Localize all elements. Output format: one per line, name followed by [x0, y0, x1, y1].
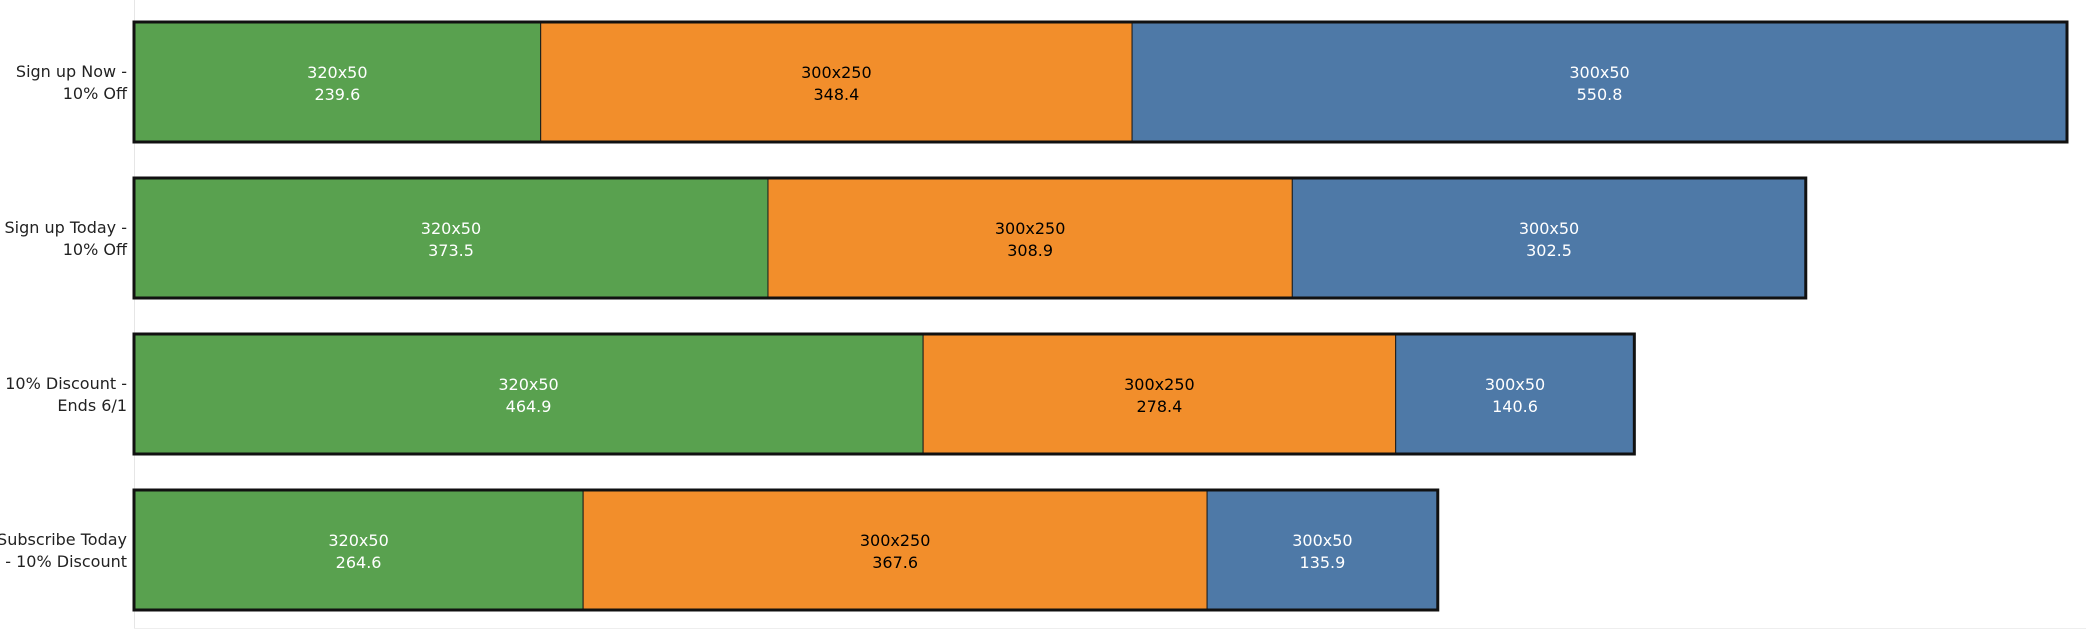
segment-value-label: 550.8 [1577, 85, 1623, 104]
bar-segment [1291, 177, 1807, 299]
category-label: 10% Off [63, 240, 128, 259]
category-label: Subscribe Today [0, 530, 127, 549]
bar-segment [540, 21, 1133, 143]
segment-value-label: 308.9 [1007, 241, 1053, 260]
segment-series-label: 300x250 [801, 63, 872, 82]
bar-segment [133, 333, 924, 455]
segment-value-label: 264.6 [336, 553, 382, 572]
segment-series-label: 320x50 [421, 219, 481, 238]
segment-series-label: 300x250 [1124, 375, 1195, 394]
category-label: - 10% Discount [5, 552, 127, 571]
segment-series-label: 300x50 [1519, 219, 1579, 238]
bar-segment [1131, 21, 2068, 143]
bar-segment [767, 177, 1293, 299]
segment-series-label: 300x50 [1569, 63, 1629, 82]
bar-outline [132, 332, 1636, 456]
segment-value-label: 367.6 [872, 553, 918, 572]
bar-outline [132, 20, 2069, 144]
segment-value-label: 464.9 [506, 397, 552, 416]
segment-series-label: 320x50 [307, 63, 367, 82]
category-label: Ends 6/1 [57, 396, 127, 415]
category-label: 10% Discount - [5, 374, 127, 393]
bar-segment [922, 333, 1397, 455]
segment-value-label: 140.6 [1492, 397, 1538, 416]
category-label: 10% Off [63, 84, 128, 103]
segment-value-label: 278.4 [1136, 397, 1182, 416]
segment-value-label: 302.5 [1526, 241, 1572, 260]
segment-series-label: 300x250 [860, 531, 931, 550]
bar-segment [133, 21, 542, 143]
bar-segment [582, 489, 1208, 611]
segment-series-label: 320x50 [498, 375, 558, 394]
category-label: Sign up Today - [5, 218, 128, 237]
segment-value-label: 373.5 [428, 241, 474, 260]
category-label: Sign up Now - [16, 62, 127, 81]
segment-series-label: 300x50 [1485, 375, 1545, 394]
bar-segment [1206, 489, 1439, 611]
segment-value-label: 348.4 [813, 85, 859, 104]
bar-segment [133, 489, 584, 611]
bar-segment [1395, 333, 1635, 455]
segment-series-label: 300x50 [1292, 531, 1352, 550]
bar-segment [133, 177, 769, 299]
segment-value-label: 239.6 [314, 85, 360, 104]
segment-series-label: 300x250 [995, 219, 1066, 238]
bar-outline [132, 176, 1808, 300]
bar-outline [132, 488, 1440, 612]
segment-value-label: 135.9 [1300, 553, 1346, 572]
segment-series-label: 320x50 [328, 531, 388, 550]
